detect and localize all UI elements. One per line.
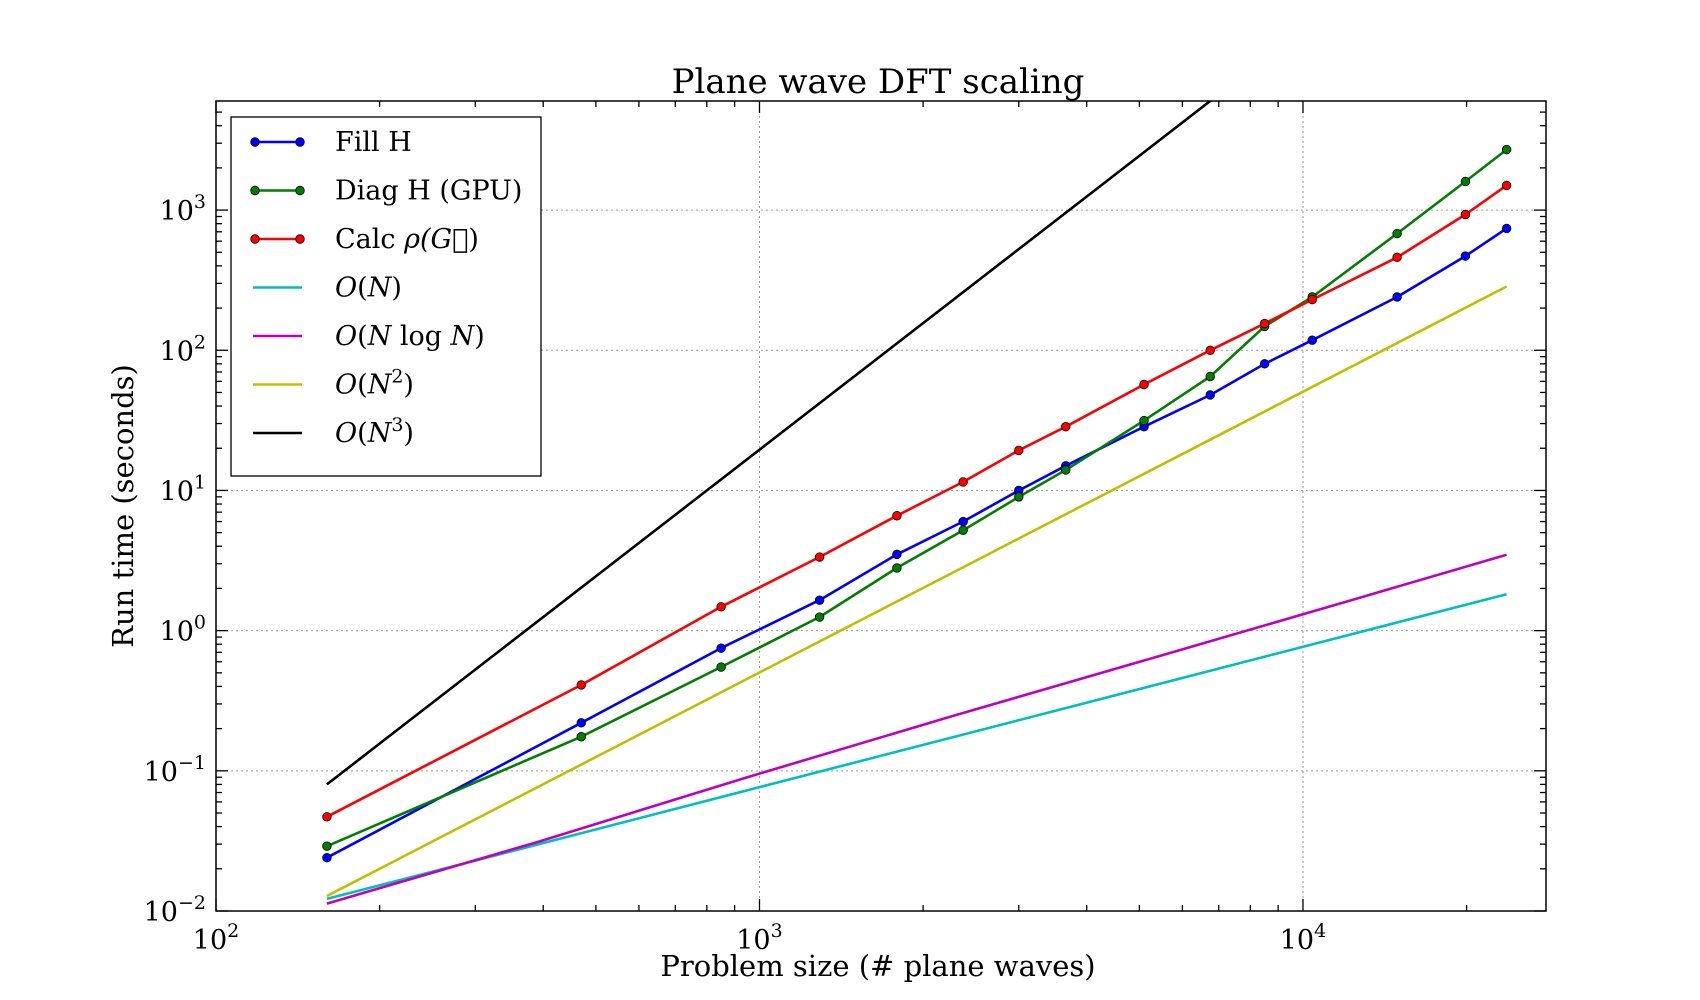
data-point [958,516,968,527]
series-layer [322,101,1512,905]
data-point [814,612,825,622]
y-axis-label: Run time (seconds) [106,364,140,648]
data-point [1460,176,1471,187]
data-point [1014,492,1024,502]
data-point [1307,294,1317,305]
y-tick-label: 102 [160,331,206,367]
data-point [322,853,332,863]
data-point [1501,180,1512,191]
series-3 [326,592,1507,901]
data-point [1460,209,1471,220]
legend-item: Calc ρ(G⃗) [250,224,479,255]
series-2 [322,180,1512,822]
data-point [892,563,902,573]
data-point [716,602,726,612]
legend-item: O(N) [253,273,402,304]
legend-marker [295,234,305,244]
data-point [1392,252,1402,263]
data-point [716,662,726,672]
series-6 [326,101,1211,786]
data-point [1259,318,1270,329]
legend-item: O(N3) [253,414,414,449]
x-axis-label: Problem size (# plane waves) [660,949,1095,983]
data-point [1392,292,1402,302]
data-point [1392,228,1402,239]
data-point [576,732,586,742]
data-point [1139,415,1149,426]
data-point [1259,359,1270,369]
legend-item: O(N log N) [253,321,485,352]
legend-label: Fill H [335,127,412,158]
legend-marker [250,185,260,196]
legend-label: Calc ρ(G⃗) [335,224,479,255]
legend-marker [295,137,305,147]
data-point [1501,144,1512,155]
legend-item: Diag H (GPU) [250,176,522,207]
ticks: 102 103 104 10−2 10−1 100 101 102 103 [144,101,1546,956]
series-line [326,285,1508,898]
data-point [1061,421,1071,432]
legend-item: Fill H [250,127,412,158]
data-point [1307,335,1317,345]
data-point [1061,465,1071,475]
legend-label: O(N2) [335,366,414,401]
legend-label: O(N log N) [335,321,485,352]
y-tick-label: 100 [160,612,206,648]
x-tick-label: 103 [736,920,782,956]
series-5 [326,285,1508,898]
data-point [892,511,902,521]
y-tick-label: 10−1 [144,752,206,788]
data-point [1205,345,1215,355]
legend-box [230,116,542,477]
series-line [326,553,1507,905]
data-point [1014,445,1024,456]
series-line [326,101,1211,786]
y-tick-label: 103 [160,191,206,227]
data-point [814,552,825,562]
y-tick-label: 10−2 [144,892,206,928]
legend-label: O(N) [335,273,402,304]
x-tick-label: 104 [1280,920,1326,956]
series-line [326,592,1507,901]
data-point [1501,223,1512,234]
data-point [958,525,968,535]
y-tick-label: 101 [160,471,206,507]
data-point [1139,379,1149,390]
legend: Fill H Diag H (GPU) Calc ρ(G⃗) O(N) O(N log … [230,116,542,477]
data-point [958,477,968,487]
series-4 [326,553,1507,905]
legend-marker [250,137,260,147]
data-point [814,595,825,605]
legend-label: Diag H (GPU) [335,176,522,207]
data-point [1460,251,1471,261]
data-point [716,643,726,653]
legend-item: O(N2) [253,366,414,401]
legend-marker [295,185,305,196]
series-1 [322,144,1512,851]
data-point [322,841,332,851]
data-point [1205,390,1215,400]
data-point [576,718,586,728]
data-point [892,549,902,560]
data-point [322,812,332,822]
data-point [576,680,586,690]
x-tick-label: 102 [193,920,239,956]
data-point [1205,371,1215,382]
legend-marker [250,234,260,244]
legend-label: O(N3) [335,414,414,449]
plot-frame [215,100,1547,912]
chart-title: Plane wave DFT scaling [672,62,1085,102]
